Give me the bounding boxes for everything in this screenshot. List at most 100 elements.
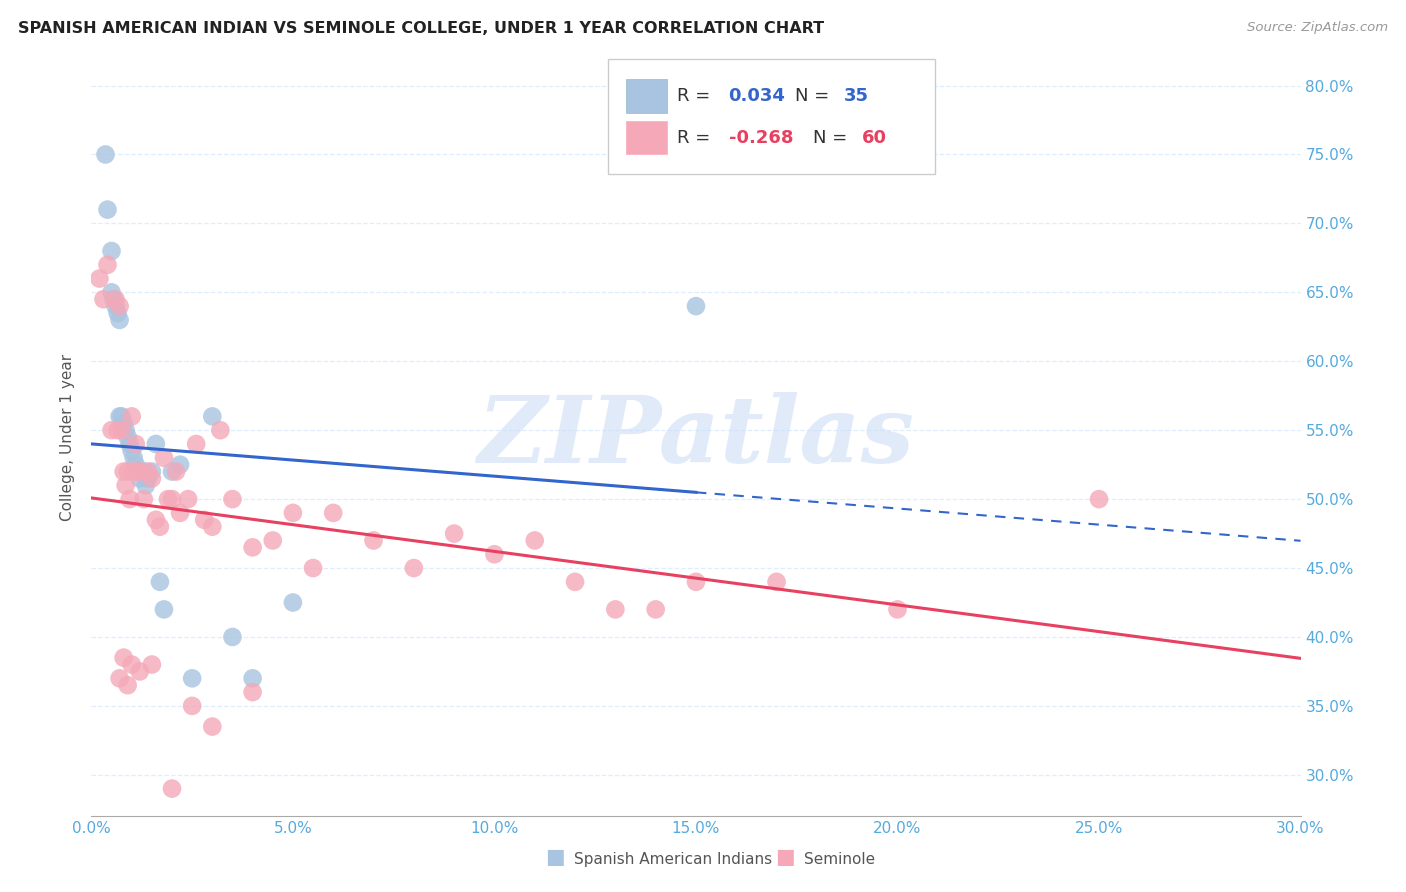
Point [141,657,163,672]
Point [94,147,117,161]
Point [1088,492,1111,507]
Point [564,574,586,589]
Point [262,533,284,548]
Point [221,492,243,507]
Point [141,471,163,485]
Point [108,409,131,424]
Point [201,720,224,734]
Point [145,513,167,527]
Point [117,678,139,692]
Point [122,465,145,479]
Point [886,602,908,616]
Point [128,465,150,479]
Point [160,492,183,507]
Point [141,465,163,479]
Point [93,292,115,306]
Point [104,299,127,313]
Point [114,478,136,492]
Point [107,306,129,320]
Text: R =: R = [676,87,716,105]
Point [122,450,145,465]
Y-axis label: College, Under 1 year: College, Under 1 year [60,353,76,521]
Point [136,471,159,485]
Point [302,561,325,575]
Point [193,513,215,527]
Text: ■: ■ [775,847,794,867]
Point [127,465,149,479]
Point [145,437,167,451]
Point [201,409,224,424]
Point [111,409,132,424]
Point [112,417,135,431]
Point [96,258,118,272]
Point [107,423,129,437]
Point [100,285,122,300]
Point [523,533,546,548]
Point [111,423,132,437]
Text: 60: 60 [862,128,887,146]
Text: R =: R = [676,128,716,146]
Text: 35: 35 [844,87,869,105]
Point [121,443,143,458]
Point [242,685,264,699]
Text: -0.268: -0.268 [728,128,793,146]
Point [127,465,149,479]
Point [100,423,122,437]
Point [153,450,176,465]
Point [209,423,232,437]
Point [169,458,191,472]
Point [96,202,118,217]
Point [108,313,131,327]
Point [221,630,243,644]
Point [136,465,159,479]
Point [402,561,425,575]
Point [644,602,666,616]
Point [160,781,183,796]
Point [103,292,125,306]
Point [765,574,787,589]
FancyBboxPatch shape [626,121,666,154]
Point [685,299,707,313]
Point [108,671,131,685]
Point [153,602,176,616]
Point [121,657,143,672]
Point [118,437,141,451]
Point [181,671,204,685]
Point [242,541,264,555]
Text: Source: ZipAtlas.com: Source: ZipAtlas.com [1247,21,1388,34]
Text: N =: N = [813,128,853,146]
Text: ■: ■ [546,847,565,867]
Text: 0.034: 0.034 [728,87,786,105]
Point [281,595,304,609]
Point [201,519,224,533]
Point [156,492,179,507]
FancyBboxPatch shape [607,60,935,174]
Text: ZIPatlas: ZIPatlas [478,392,914,482]
Text: N =: N = [796,87,835,105]
Point [443,526,465,541]
Point [117,465,139,479]
Point [121,409,143,424]
Point [125,437,148,451]
Point [322,506,344,520]
Point [242,671,264,685]
Point [125,458,148,472]
Point [165,465,187,479]
Point [128,665,150,679]
Point [112,650,135,665]
Point [484,547,506,561]
Point [112,465,135,479]
Point [149,519,172,533]
Point [89,271,111,285]
Point [605,602,627,616]
Text: Spanish American Indians: Spanish American Indians [574,852,772,867]
Point [117,430,139,444]
Text: SPANISH AMERICAN INDIAN VS SEMINOLE COLLEGE, UNDER 1 YEAR CORRELATION CHART: SPANISH AMERICAN INDIAN VS SEMINOLE COLL… [18,21,824,36]
Point [114,423,136,437]
Point [281,506,304,520]
FancyBboxPatch shape [626,79,666,112]
Point [186,437,208,451]
Point [181,698,204,713]
Point [685,574,707,589]
Point [128,471,150,485]
